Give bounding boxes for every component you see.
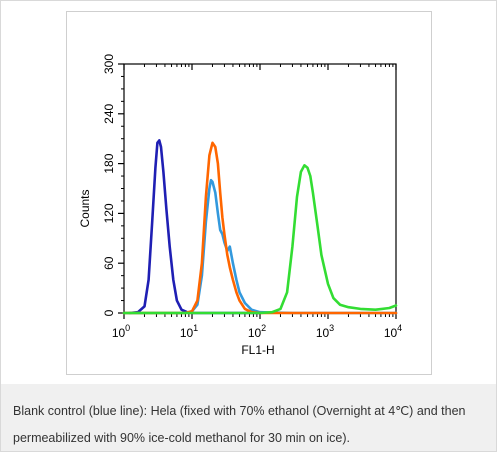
x-tick-label: 101: [180, 323, 198, 340]
x-tick-label: 103: [316, 323, 334, 340]
y-tick-label: 300: [102, 54, 116, 74]
y-tick-label: 60: [102, 256, 116, 270]
histogram-series-1: [128, 139, 262, 315]
histogram-series-4: [122, 164, 398, 315]
flow-cytometry-figure: 100 101 102 103 104 0 60 120 180 240 300 Counts FL…: [66, 11, 432, 375]
y-tick-label: 240: [102, 103, 116, 123]
x-tick-label: 100: [112, 323, 130, 340]
x-tick-label: 104: [384, 323, 402, 340]
caption-bar: [1, 384, 496, 451]
histogram-chart: 100 101 102 103 104 0 60 120 180 240 300 Counts FL…: [78, 54, 402, 357]
histogram-series-2: [122, 178, 398, 315]
histogram-series-3: [122, 141, 398, 315]
y-tick-label: 0: [102, 309, 116, 316]
y-axis-label: Counts: [78, 189, 92, 227]
x-tick-label: 102: [248, 323, 266, 340]
x-axis-label: FL1-H: [241, 343, 274, 357]
y-tick-label: 180: [102, 153, 116, 173]
y-tick-label: 120: [102, 203, 116, 223]
figure-caption: Blank control (blue line): Hela (fixed w…: [13, 404, 466, 445]
